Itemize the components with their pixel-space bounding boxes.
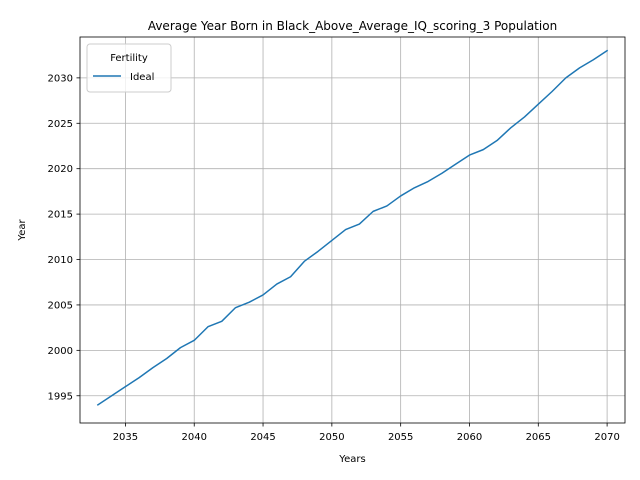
y-tick-label: 2000 <box>48 346 73 357</box>
x-tick-label: 2035 <box>113 432 138 443</box>
x-tick-label: 2040 <box>182 432 207 443</box>
y-tick-label: 2025 <box>48 119 73 130</box>
x-axis-label: Years <box>338 454 365 465</box>
x-axis: 2035 2040 2045 2050 2055 2060 2065 2070 <box>113 423 620 443</box>
x-tick-label: 2055 <box>388 432 413 443</box>
plot-area <box>80 37 625 423</box>
plot-frame <box>79 36 626 424</box>
x-tick-label: 2070 <box>594 432 619 443</box>
chart-title: Average Year Born in Black_Above_Average… <box>148 19 557 33</box>
legend-label-ideal: Ideal <box>130 72 154 83</box>
grid-lines <box>80 37 625 423</box>
legend-title: Fertility <box>110 53 148 64</box>
legend: Fertility Ideal <box>86 43 172 93</box>
y-tick-label: 2010 <box>48 255 73 266</box>
y-tick-label: 2020 <box>48 164 73 175</box>
y-tick-label: 2005 <box>48 300 73 311</box>
legend-box <box>86 43 172 93</box>
y-axis: 1995 2000 2005 2010 2015 2020 2025 2030 <box>48 73 80 402</box>
x-tick-label: 2060 <box>457 432 482 443</box>
y-axis-label: Year <box>17 219 28 242</box>
y-tick-label: 1995 <box>48 391 73 402</box>
x-tick-label: 2050 <box>319 432 344 443</box>
x-tick-label: 2065 <box>526 432 551 443</box>
y-tick-label: 2030 <box>48 73 73 84</box>
x-tick-label: 2045 <box>250 432 275 443</box>
series-layer <box>96 49 609 406</box>
series-line-ideal <box>96 49 609 406</box>
y-tick-label: 2015 <box>48 210 73 221</box>
